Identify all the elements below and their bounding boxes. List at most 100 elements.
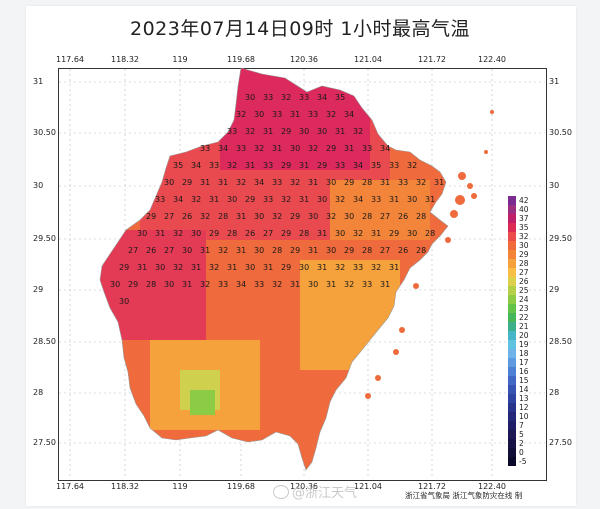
station-temperature: 32 <box>416 178 426 187</box>
station-temperature: 26 <box>245 229 255 238</box>
station-temperature: 27 <box>380 246 390 255</box>
station-temperature: 29 <box>317 161 327 170</box>
station-temperature: 29 <box>281 161 291 170</box>
watermark: @浙江天气 <box>273 482 357 501</box>
legend-swatch <box>508 349 516 358</box>
station-temperature: 30 <box>254 110 264 119</box>
island <box>375 375 381 381</box>
legend-swatch <box>508 259 516 268</box>
station-temperature: 26 <box>398 246 408 255</box>
station-temperature: 32 <box>344 280 354 289</box>
station-temperature: 31 <box>317 229 327 238</box>
station-temperature: 31 <box>245 161 255 170</box>
station-temperature: 32 <box>191 195 201 204</box>
legend-swatch <box>508 394 516 403</box>
station-temperature: 31 <box>137 263 147 272</box>
station-temperature: 31 <box>236 212 246 221</box>
legend-label: 15 <box>519 376 529 385</box>
station-temperature: 32 <box>200 280 210 289</box>
station-temperature: 33 <box>209 161 219 170</box>
watermark-text: @浙江天气 <box>292 486 358 501</box>
legend-label: 22 <box>519 313 529 322</box>
legend-label: 30 <box>519 241 529 250</box>
station-temperature: 30 <box>245 93 255 102</box>
legend-swatch <box>508 277 516 286</box>
station-temperature: 31 <box>209 195 219 204</box>
station-temperature: 32 <box>407 161 417 170</box>
legend-label: 0 <box>519 448 524 457</box>
station-temperature: 31 <box>326 280 336 289</box>
map-title: 2023年07月14日09时 1小时最高气温 <box>129 18 470 40</box>
station-temperature: 34 <box>317 93 327 102</box>
legend-label: 27 <box>519 268 529 277</box>
legend-label: 23 <box>519 304 529 313</box>
station-temperature: 32 <box>173 229 183 238</box>
lon-tick-bottom: 121.04 <box>354 482 382 491</box>
legend-label: 35 <box>519 223 529 232</box>
legend-swatch <box>508 286 516 295</box>
lon-tick-bottom: 117.64 <box>56 482 84 491</box>
legend-label: 2 <box>519 439 524 448</box>
legend-label: 7 <box>519 421 524 430</box>
legend-swatch <box>508 340 516 349</box>
station-temperature: 30 <box>254 212 264 221</box>
legend-swatch <box>508 448 516 457</box>
station-temperature: 28 <box>416 246 426 255</box>
station-temperature: 30 <box>164 280 174 289</box>
legend-swatch <box>508 241 516 250</box>
island <box>399 327 405 333</box>
legend-label: 32 <box>519 232 529 241</box>
station-temperature: 29 <box>290 246 300 255</box>
station-temperature: 31 <box>380 280 390 289</box>
station-temperature: 28 <box>362 212 372 221</box>
legend-label: 28 <box>519 259 529 268</box>
legend-swatch <box>508 457 516 466</box>
weibo-logo-icon <box>273 484 289 499</box>
lat-tick-left: 29 <box>33 285 44 294</box>
station-temperature: 32 <box>272 212 282 221</box>
station-temperature: 33 <box>272 110 282 119</box>
lat-tick-right: 31 <box>549 77 560 86</box>
station-temperature: 27 <box>263 229 273 238</box>
station-temperature: 32 <box>335 195 345 204</box>
station-temperature: 28 <box>362 246 372 255</box>
station-temperature: 34 <box>254 178 264 187</box>
legend-label: 12 <box>519 403 529 412</box>
lat-tick-left: 27.50 <box>33 438 56 447</box>
station-temperature: 33 <box>200 144 210 153</box>
station-temperature: 32 <box>290 178 300 187</box>
station-temperature: 28 <box>227 229 237 238</box>
island <box>471 193 477 199</box>
legend-label: 5 <box>519 430 524 439</box>
station-temperature: 30 <box>407 229 417 238</box>
legend-label: 26 <box>519 277 529 286</box>
island <box>455 195 465 205</box>
station-temperature: 29 <box>281 127 291 136</box>
lon-tick-bottom: 118.32 <box>111 482 139 491</box>
map-credits: 浙江省气象局 浙江气象防灾在线 制 <box>405 491 523 500</box>
lat-tick-right: 27.50 <box>549 438 572 447</box>
station-temperature: 29 <box>209 229 219 238</box>
station-temperature: 32 <box>200 212 210 221</box>
legend-swatch <box>508 439 516 448</box>
station-temperature: 29 <box>290 212 300 221</box>
lon-tick-top: 119 <box>172 55 188 64</box>
legend-label: 14 <box>519 385 529 394</box>
station-temperature: 32 <box>254 144 264 153</box>
legend-label: 40 <box>519 205 529 214</box>
lon-tick-bottom: 122.40 <box>478 482 506 491</box>
station-temperature: 29 <box>344 246 354 255</box>
legend-label: 13 <box>519 394 529 403</box>
lon-tick-top: 117.64 <box>56 55 84 64</box>
station-temperature: 32 <box>326 212 336 221</box>
station-temperature: 33 <box>353 263 363 272</box>
station-temperature: 28 <box>146 280 156 289</box>
station-temperature: 26 <box>182 212 192 221</box>
station-temperature: 31 <box>182 280 192 289</box>
station-temperature: 30 <box>308 280 318 289</box>
station-temperature: 30 <box>137 229 147 238</box>
station-temperature: 33 <box>299 93 309 102</box>
lon-tick-top: 121.72 <box>418 55 446 64</box>
station-temperature: 26 <box>398 212 408 221</box>
